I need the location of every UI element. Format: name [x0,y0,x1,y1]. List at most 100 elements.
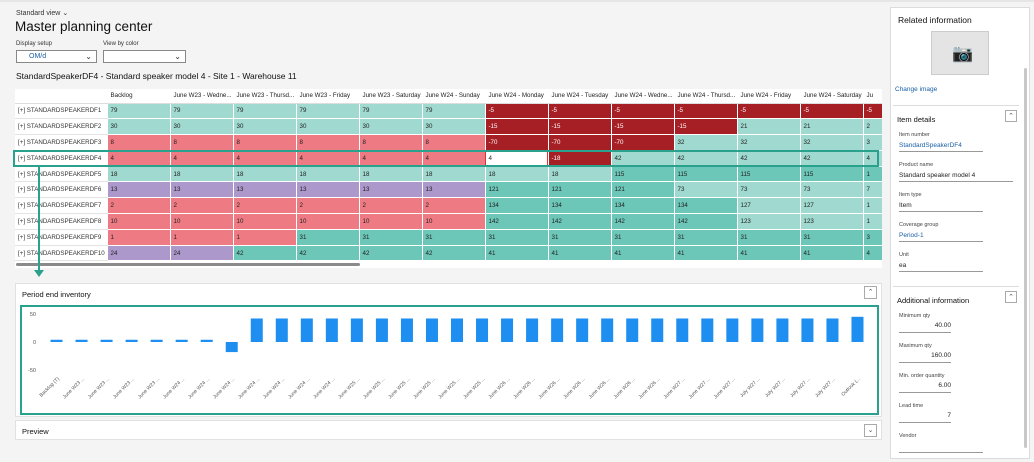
chart-bar[interactable] [450,318,464,342]
grid-cell[interactable]: 13 [107,181,171,199]
column-header[interactable]: June W23 - Saturday [359,89,423,104]
chart-bar[interactable] [676,318,689,342]
view-by-color-dropdown[interactable]: ⌄ [103,50,186,63]
column-header[interactable]: Ju [863,89,882,104]
table-row[interactable]: [+] STANDARDSPEAKERDF3 8 8 8 8 8 8 -70 -70 -70 32 3… [15,134,882,151]
grid-cell[interactable]: 4 [296,150,360,167]
table-row[interactable]: [+] STANDARDSPEAKERDF8 10 10 10 10 10 10 142 142… [15,213,882,230]
chart-bar[interactable] [826,318,839,342]
grid-cell[interactable]: 18 [107,166,171,183]
grid-cell[interactable]: 1 [863,166,882,183]
grid-cell[interactable]: 134 [674,197,738,215]
grid-cell[interactable]: 115 [737,166,801,183]
table-row[interactable]: [+] STANDARDSPEAKERDF9 1 1 1 31 31 31 31 31 31 31 3… [15,229,882,246]
row-item-name[interactable]: [+] STANDARDSPEAKERDF8 [15,213,108,230]
chart-bar[interactable] [100,339,113,342]
grid-cell[interactable]: 127 [737,197,801,215]
grid-cell[interactable]: -5 [548,103,612,120]
table-row[interactable]: [+] STANDARDSPEAKERDF5 18 18 18 18 18 18 18 18 11… [15,166,882,183]
table-row[interactable]: [+] STANDARDSPEAKERDF4 4 4 4 4 4 4 4 -18 42 42 42 42… [15,150,882,167]
field-value[interactable]: StandardSpeakerDF4 [899,141,983,152]
grid-cell[interactable]: 115 [674,166,738,183]
grid-cell[interactable]: -18 [548,150,612,167]
grid-cell[interactable]: 142 [611,213,675,230]
chart-bar[interactable] [325,318,338,342]
grid-cell[interactable]: 115 [611,166,675,183]
grid-cell[interactable]: 31 [737,229,801,246]
chart-bar[interactable] [576,318,589,342]
grid-cell[interactable]: 42 [800,150,864,167]
grid-cell[interactable]: 1 [170,229,234,246]
grid-cell[interactable]: 73 [674,181,738,199]
chart-bar[interactable] [726,318,739,342]
grid-cell[interactable]: 10 [107,213,171,230]
chart-bar[interactable] [50,339,63,342]
grid-cell[interactable]: 31 [800,229,864,246]
grid-cell[interactable]: 18 [296,166,360,183]
field-value[interactable]: 40.00 [899,322,951,333]
grid-cell[interactable]: 79 [422,103,486,120]
vertical-scrollbar[interactable] [1024,68,1027,448]
grid-cell[interactable]: 8 [296,134,360,151]
grid-cell[interactable]: 42 [674,150,738,167]
grid-cell[interactable]: -5 [737,103,801,120]
grid-cell[interactable]: 30 [296,118,360,136]
grid-cell[interactable]: -15 [485,118,549,136]
column-header[interactable]: June W24 - Sunday [422,89,486,104]
grid-cell[interactable]: 8 [107,134,171,151]
grid-cell[interactable]: -15 [611,118,675,136]
column-header[interactable]: June W24 - Friday [737,89,801,104]
grid-cell[interactable]: 24 [170,245,234,262]
grid-cell[interactable]: -5 [800,103,864,120]
grid-cell[interactable]: 8 [170,134,234,151]
chart-bar[interactable] [601,318,614,342]
grid-cell[interactable]: 31 [359,229,423,246]
horizontal-scrollbar[interactable] [16,263,360,266]
grid-cell[interactable]: 79 [296,103,360,120]
column-header[interactable]: June W24 - Wedne... [611,89,675,104]
row-item-name[interactable]: [+] STANDARDSPEAKERDF9 [15,229,108,246]
change-image-link[interactable]: Change image [895,86,938,93]
column-header[interactable]: June W24 - Thursd... [674,89,738,104]
grid-cell[interactable]: 142 [485,213,549,230]
chart-bar[interactable] [501,318,514,342]
grid-cell[interactable]: 41 [485,245,549,262]
chart-bar[interactable] [701,318,714,342]
chart-bar[interactable] [476,318,489,342]
grid-cell[interactable]: 10 [296,213,360,230]
chart-bar[interactable] [526,318,539,342]
chart-bar[interactable] [350,318,363,342]
chart-bar[interactable] [200,339,213,342]
grid-cell[interactable]: 41 [737,245,801,262]
grid-cell[interactable]: 18 [485,166,549,183]
chart-bar[interactable] [275,318,288,342]
chart-bar[interactable] [425,318,438,342]
grid-cell[interactable]: 13 [170,181,234,199]
grid-cell[interactable]: 18 [548,166,612,183]
grid-cell[interactable]: 1 [107,229,171,246]
grid-cell[interactable]: 142 [548,213,612,230]
expand-down-icon[interactable]: ⌄ [864,424,877,437]
field-value[interactable]: 160.00 [899,352,951,363]
field-value[interactable]: 6.00 [899,382,951,393]
grid-cell[interactable]: 13 [233,181,297,199]
grid-cell[interactable]: 73 [737,181,801,199]
row-item-name[interactable]: [+] STANDARDSPEAKERDF6 [15,181,108,199]
grid-cell[interactable]: 3 [863,229,882,246]
chart-bar[interactable] [125,339,138,342]
grid-cell[interactable]: 7 [863,181,882,199]
display-setup-dropdown[interactable]: OM/d ⌄ [16,50,97,63]
grid-cell[interactable]: 42 [296,245,360,262]
grid-cell[interactable]: 79 [170,103,234,120]
grid-cell[interactable]: 2 [233,197,297,215]
grid-cell[interactable]: 8 [422,134,486,151]
column-header[interactable]: June W23 - Wedne... [170,89,234,104]
grid-cell[interactable]: 24 [107,245,171,262]
grid-cell[interactable]: -70 [485,134,549,151]
grid-cell[interactable]: -5 [611,103,675,120]
grid-cell[interactable]: 32 [800,134,864,151]
grid-cell[interactable]: 41 [674,245,738,262]
grid-cell[interactable]: 73 [800,181,864,199]
grid-cell[interactable]: 32 [737,134,801,151]
row-item-name[interactable]: [+] STANDARDSPEAKERDF3 [15,134,108,151]
